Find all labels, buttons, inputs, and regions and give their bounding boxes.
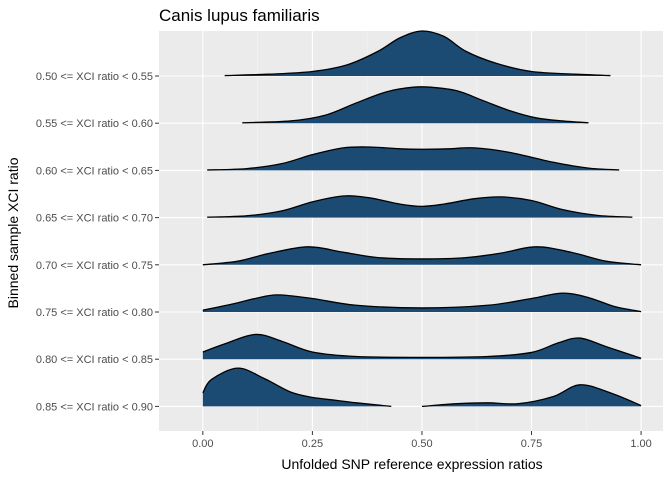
y-tick-label: 0.80 <= XCI ratio < 0.85 [36,354,153,366]
ridges [202,30,642,408]
ridge-8 [202,367,642,408]
ridge-outline [207,146,620,171]
y-tick-label: 0.70 <= XCI ratio < 0.75 [36,260,153,272]
y-tick-label: 0.65 <= XCI ratio < 0.70 [36,213,153,225]
y-tick-label: 0.50 <= XCI ratio < 0.55 [36,71,153,83]
ridge-area [242,86,589,124]
ridge-3 [207,146,620,171]
x-tick-label: 0.00 [192,438,213,450]
ridge-outline [207,195,633,218]
y-tick-label: 0.85 <= XCI ratio < 0.90 [36,401,153,413]
x-axis-title: Unfolded SNP reference expression ratios [281,456,542,472]
ridge-area [202,368,392,407]
y-axis-title: Binned sample XCI ratio [5,157,21,308]
ridge-6 [202,292,642,313]
ridge-area [421,384,642,407]
x-tick-label: 0.75 [521,438,542,450]
ridge-area [202,246,642,265]
ridge-1 [224,30,611,77]
ridge-outline [421,384,642,408]
ridge-area [224,30,611,77]
ridge-outline [224,30,611,77]
ridge-area [202,293,642,312]
x-axis: 0.00 0.25 0.50 0.75 1.00 [192,431,652,450]
y-tick-label: 0.55 <= XCI ratio < 0.60 [36,118,153,130]
x-tick-label: 1.00 [630,438,651,450]
x-tick-label: 0.50 [411,438,432,450]
ridge-7 [202,333,642,360]
ridge-outline [202,367,392,408]
chart-title: Canis lupus familiaris [159,6,320,25]
ridge-2 [242,86,589,124]
ridge-4 [207,195,633,218]
ridge-outline [202,246,642,266]
y-tick-label: 0.75 <= XCI ratio < 0.80 [36,307,153,319]
x-tick-label: 0.25 [302,438,323,450]
ridge-area [207,146,620,171]
ridge-outline [242,86,589,124]
y-tick-label: 0.60 <= XCI ratio < 0.65 [36,165,153,177]
ridge-outline [202,333,642,359]
ridge-5 [202,246,642,266]
y-axis: 0.50 <= XCI ratio < 0.55 0.55 <= XCI rati… [36,71,159,413]
ridge-outline [202,292,642,313]
